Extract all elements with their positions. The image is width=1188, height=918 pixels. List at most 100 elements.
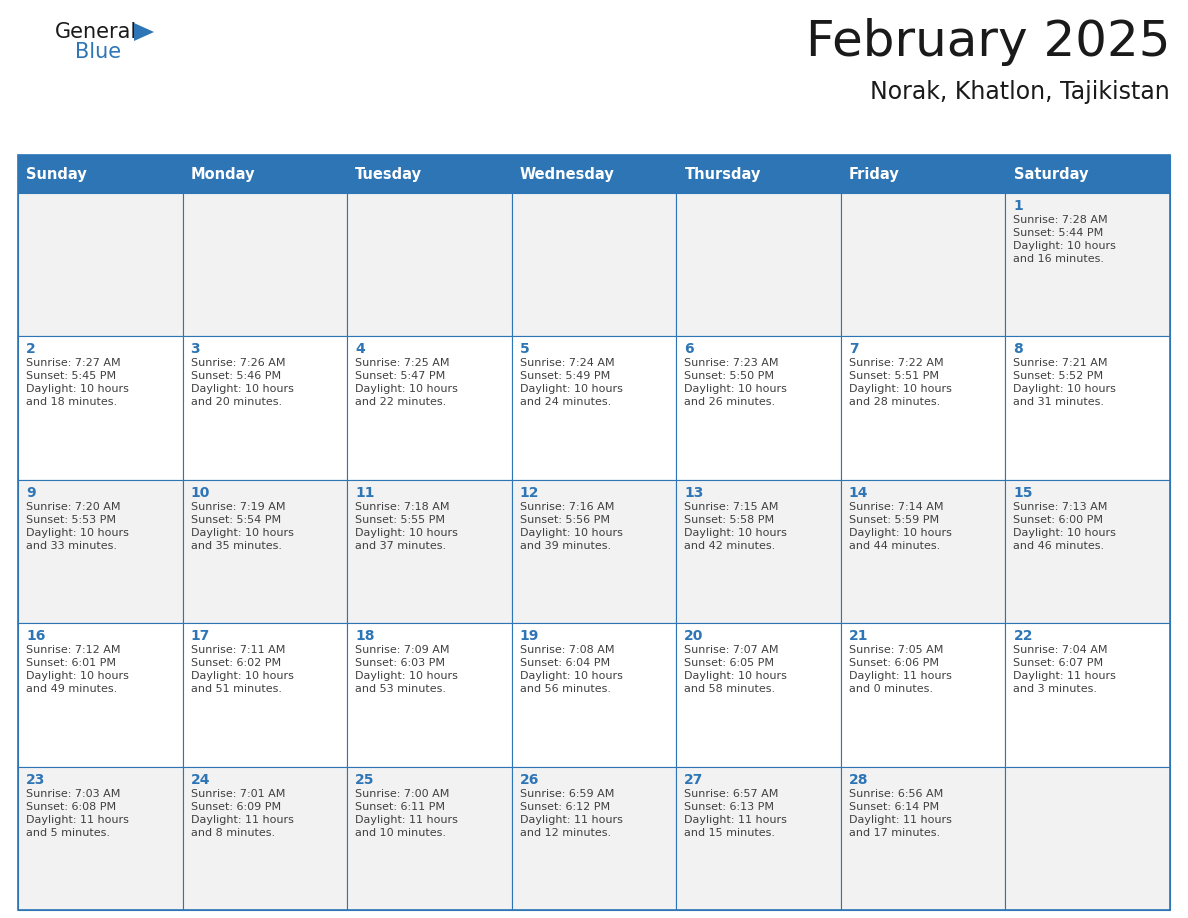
Bar: [18, 767, 183, 910]
Text: Sunrise: 7:27 AM: Sunrise: 7:27 AM: [26, 358, 121, 368]
Text: and 26 minutes.: and 26 minutes.: [684, 397, 776, 408]
Bar: [841, 336, 1005, 480]
Text: Sunset: 5:47 PM: Sunset: 5:47 PM: [355, 372, 446, 381]
Text: Sunset: 5:46 PM: Sunset: 5:46 PM: [190, 372, 280, 381]
Text: Daylight: 10 hours: Daylight: 10 hours: [684, 671, 788, 681]
Text: Sunrise: 7:19 AM: Sunrise: 7:19 AM: [190, 502, 285, 512]
Text: 16: 16: [26, 629, 45, 644]
Text: Sunrise: 7:09 AM: Sunrise: 7:09 AM: [355, 645, 449, 655]
Text: and 53 minutes.: and 53 minutes.: [355, 684, 447, 694]
Bar: [512, 623, 676, 767]
Bar: [676, 480, 841, 623]
Bar: [1005, 623, 1170, 767]
Text: Sunrise: 7:26 AM: Sunrise: 7:26 AM: [190, 358, 285, 368]
Text: Sunrise: 7:16 AM: Sunrise: 7:16 AM: [519, 502, 614, 512]
Text: Sunday: Sunday: [26, 166, 87, 182]
Text: Sunrise: 7:15 AM: Sunrise: 7:15 AM: [684, 502, 778, 512]
Text: Sunrise: 7:23 AM: Sunrise: 7:23 AM: [684, 358, 779, 368]
Text: 11: 11: [355, 486, 374, 499]
Text: Daylight: 10 hours: Daylight: 10 hours: [849, 528, 952, 538]
Text: Sunrise: 7:20 AM: Sunrise: 7:20 AM: [26, 502, 120, 512]
Text: 14: 14: [849, 486, 868, 499]
Text: 22: 22: [1013, 629, 1032, 644]
Bar: [18, 480, 183, 623]
Text: 28: 28: [849, 773, 868, 787]
Text: 27: 27: [684, 773, 703, 787]
Text: Tuesday: Tuesday: [355, 166, 423, 182]
Text: Daylight: 10 hours: Daylight: 10 hours: [26, 385, 128, 395]
Bar: [347, 767, 512, 910]
Text: Sunrise: 7:01 AM: Sunrise: 7:01 AM: [190, 789, 285, 799]
Text: Sunset: 5:55 PM: Sunset: 5:55 PM: [355, 515, 446, 525]
Bar: [347, 623, 512, 767]
Text: and 3 minutes.: and 3 minutes.: [1013, 684, 1098, 694]
Bar: [347, 480, 512, 623]
Text: Sunset: 6:01 PM: Sunset: 6:01 PM: [26, 658, 116, 668]
Text: 13: 13: [684, 486, 703, 499]
Text: Sunrise: 7:25 AM: Sunrise: 7:25 AM: [355, 358, 449, 368]
Text: 18: 18: [355, 629, 374, 644]
Bar: [1005, 336, 1170, 480]
Text: Sunset: 6:05 PM: Sunset: 6:05 PM: [684, 658, 775, 668]
Text: Sunset: 5:45 PM: Sunset: 5:45 PM: [26, 372, 116, 381]
Text: Saturday: Saturday: [1013, 166, 1088, 182]
Text: 20: 20: [684, 629, 703, 644]
Text: and 17 minutes.: and 17 minutes.: [849, 828, 940, 837]
Text: and 49 minutes.: and 49 minutes.: [26, 684, 118, 694]
Text: Daylight: 10 hours: Daylight: 10 hours: [519, 385, 623, 395]
Bar: [841, 480, 1005, 623]
Bar: [347, 155, 512, 193]
Text: Sunset: 6:02 PM: Sunset: 6:02 PM: [190, 658, 280, 668]
Text: Sunset: 5:44 PM: Sunset: 5:44 PM: [1013, 228, 1104, 238]
Text: 23: 23: [26, 773, 45, 787]
Text: and 8 minutes.: and 8 minutes.: [190, 828, 274, 837]
Text: and 46 minutes.: and 46 minutes.: [1013, 541, 1105, 551]
Polygon shape: [134, 23, 154, 41]
Bar: [183, 480, 347, 623]
Text: Sunset: 6:11 PM: Sunset: 6:11 PM: [355, 801, 446, 812]
Text: 24: 24: [190, 773, 210, 787]
Text: Friday: Friday: [849, 166, 899, 182]
Text: Daylight: 10 hours: Daylight: 10 hours: [684, 385, 788, 395]
Text: and 58 minutes.: and 58 minutes.: [684, 684, 776, 694]
Text: and 18 minutes.: and 18 minutes.: [26, 397, 118, 408]
Bar: [1005, 767, 1170, 910]
Text: Sunset: 6:03 PM: Sunset: 6:03 PM: [355, 658, 446, 668]
Text: Sunset: 5:59 PM: Sunset: 5:59 PM: [849, 515, 939, 525]
Text: Daylight: 10 hours: Daylight: 10 hours: [1013, 385, 1117, 395]
Bar: [183, 767, 347, 910]
Bar: [347, 336, 512, 480]
Bar: [18, 155, 183, 193]
Text: Daylight: 11 hours: Daylight: 11 hours: [355, 814, 459, 824]
Text: Sunset: 5:49 PM: Sunset: 5:49 PM: [519, 372, 609, 381]
Text: 26: 26: [519, 773, 539, 787]
Text: Sunrise: 7:00 AM: Sunrise: 7:00 AM: [355, 789, 449, 799]
Text: Sunrise: 7:28 AM: Sunrise: 7:28 AM: [1013, 215, 1108, 225]
Text: and 12 minutes.: and 12 minutes.: [519, 828, 611, 837]
Text: Daylight: 10 hours: Daylight: 10 hours: [519, 528, 623, 538]
Text: and 39 minutes.: and 39 minutes.: [519, 541, 611, 551]
Text: and 22 minutes.: and 22 minutes.: [355, 397, 447, 408]
Text: Sunset: 6:07 PM: Sunset: 6:07 PM: [1013, 658, 1104, 668]
Text: 5: 5: [519, 342, 530, 356]
Bar: [1005, 193, 1170, 336]
Text: Wednesday: Wednesday: [520, 166, 614, 182]
Bar: [841, 155, 1005, 193]
Bar: [676, 623, 841, 767]
Text: and 0 minutes.: and 0 minutes.: [849, 684, 933, 694]
Text: Sunrise: 7:21 AM: Sunrise: 7:21 AM: [1013, 358, 1108, 368]
Text: Sunrise: 7:24 AM: Sunrise: 7:24 AM: [519, 358, 614, 368]
Text: Sunset: 5:54 PM: Sunset: 5:54 PM: [190, 515, 280, 525]
Text: Daylight: 11 hours: Daylight: 11 hours: [519, 814, 623, 824]
Text: Daylight: 10 hours: Daylight: 10 hours: [1013, 241, 1117, 251]
Text: Sunset: 6:04 PM: Sunset: 6:04 PM: [519, 658, 609, 668]
Bar: [676, 155, 841, 193]
Bar: [512, 155, 676, 193]
Text: Sunset: 5:51 PM: Sunset: 5:51 PM: [849, 372, 939, 381]
Text: Sunset: 5:53 PM: Sunset: 5:53 PM: [26, 515, 116, 525]
Text: and 16 minutes.: and 16 minutes.: [1013, 254, 1105, 264]
Bar: [18, 336, 183, 480]
Text: 7: 7: [849, 342, 859, 356]
Bar: [183, 155, 347, 193]
Text: Sunrise: 7:08 AM: Sunrise: 7:08 AM: [519, 645, 614, 655]
